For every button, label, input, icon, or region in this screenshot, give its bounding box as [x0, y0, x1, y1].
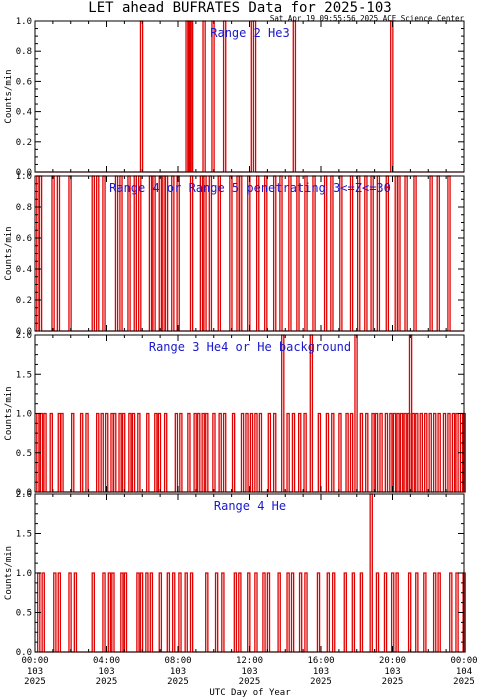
count-rate-trace — [35, 20, 464, 173]
x-tick-label-time: 20:00 — [379, 656, 406, 666]
x-tick-label-doy: 103 — [384, 667, 400, 677]
y-axis-label: Counts/min — [4, 69, 14, 123]
y-tick-label: 0.5 — [16, 609, 32, 619]
x-tick-label-year: 2025 — [167, 677, 189, 687]
generation-timestamp: Sat Apr 19 09:55:56 2025 ACE Science Cen… — [270, 14, 465, 23]
x-tick-label-time: 04:00 — [93, 656, 120, 666]
x-tick-label-doy: 103 — [313, 667, 329, 677]
y-tick-label: 0.0 — [16, 648, 32, 658]
y-tick-label: 0.6 — [16, 234, 32, 244]
y-tick-label: 0.2 — [16, 138, 32, 148]
x-tick-label-year: 2025 — [382, 677, 404, 687]
y-tick-label: 0.6 — [16, 77, 32, 87]
y-tick-label: 1.0 — [16, 17, 32, 27]
x-tick-label-time: 08:00 — [164, 656, 191, 666]
x-axis-tick-labels: 00:00103202504:00103202508:00103202512:0… — [21, 656, 477, 687]
panel-frame — [34, 20, 465, 173]
y-axis-label: Counts/min — [4, 386, 14, 440]
x-tick-label-doy: 103 — [27, 667, 43, 677]
panel-2: 0.0 0.2 0.4 0.6 0.8 1.0 Counts/min Range 4 or R… — [4, 172, 465, 337]
y-tick-label: 1.5 — [16, 530, 32, 540]
panel-3: 0.0 0.5 1.0 1.5 2.0 Counts/min Range 3 He4 or … — [4, 331, 466, 498]
figure-title: LET ahead BUFRATES Data for 2025-103 — [88, 0, 391, 16]
y-tick-label: 0.4 — [16, 108, 32, 118]
panel-4: 0.0 0.5 1.0 1.5 2.0 Counts/min Range 4 He — [4, 490, 466, 658]
x-tick-label-time: 00:00 — [450, 656, 477, 666]
y-axis-label: Counts/min — [4, 546, 14, 600]
x-axis-label: UTC Day of Year — [209, 688, 291, 698]
y-tick-label: 1.5 — [16, 370, 32, 380]
panel-title: Range 4 He — [214, 499, 286, 513]
y-tick-label: 0.5 — [16, 449, 32, 459]
y-tick-label: 0.8 — [16, 203, 32, 213]
y-tick-label: 1.0 — [16, 410, 32, 420]
y-tick-label: 0.4 — [16, 265, 32, 275]
y-tick-label: 0.0 — [16, 168, 32, 178]
x-tick-label-doy: 104 — [456, 667, 472, 677]
count-rate-trace — [35, 493, 466, 653]
y-tick-label: 2.0 — [16, 331, 32, 341]
x-tick-label-year: 2025 — [310, 677, 332, 687]
count-rate-trace — [35, 334, 466, 493]
x-tick-label-year: 2025 — [239, 677, 261, 687]
x-tick-label-time: 00:00 — [21, 656, 48, 666]
y-tick-label: 1.0 — [16, 172, 32, 182]
x-tick-label-time: 16:00 — [307, 656, 334, 666]
x-tick-label-doy: 103 — [241, 667, 257, 677]
x-tick-label-doy: 103 — [170, 667, 186, 677]
count-rate-trace — [35, 175, 464, 332]
x-tick-label-year: 2025 — [24, 677, 46, 687]
y-tick-label: 0.8 — [16, 47, 32, 57]
panel-title: Range 4 or Range 5 penetrating 3<=Z<=30 — [109, 181, 391, 195]
y-tick-label: 0.2 — [16, 296, 32, 306]
x-tick-label-year: 2025 — [453, 677, 475, 687]
y-axis-label: Counts/min — [4, 226, 14, 280]
y-tick-label: 2.0 — [16, 490, 32, 500]
x-tick-label-doy: 103 — [98, 667, 114, 677]
y-tick-label: 0.0 — [16, 327, 32, 337]
y-tick-label: 0.0 — [16, 488, 32, 498]
panel-1: 0.0 0.2 0.4 0.6 0.8 1.0 Counts/min Range 2 He3 — [4, 17, 465, 178]
panel-title: Range 2 He3 — [210, 26, 289, 40]
x-tick-label-time: 12:00 — [236, 656, 263, 666]
x-tick-label-year: 2025 — [96, 677, 118, 687]
panel-title: Range 3 He4 or He background — [149, 340, 351, 354]
y-tick-label: 1.0 — [16, 569, 32, 579]
